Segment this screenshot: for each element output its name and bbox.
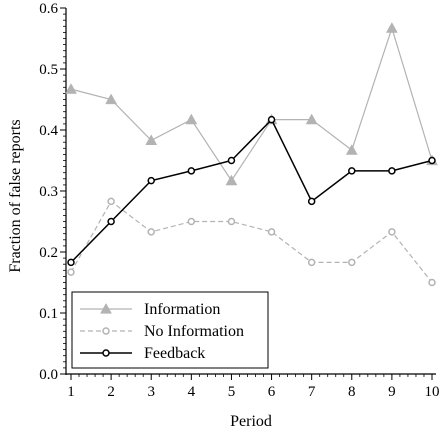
data-point	[348, 167, 356, 175]
series-layer	[65, 22, 438, 287]
data-point	[67, 258, 75, 267]
data-point	[105, 93, 118, 105]
data-point	[67, 268, 75, 276]
y-tick-label: 0.3	[39, 184, 58, 200]
y-tick-label: 0.4	[39, 123, 58, 139]
data-point	[345, 144, 358, 155]
y-tick-label: 0.6	[39, 1, 58, 17]
data-point	[107, 217, 115, 226]
legend-entry: Information	[80, 301, 220, 318]
x-tick-label: 6	[268, 384, 276, 400]
data-point	[147, 176, 155, 185]
x-tick-label: 5	[228, 384, 236, 400]
legend-label: Feedback	[144, 345, 205, 362]
y-axis-title: Fraction of false reports	[7, 119, 24, 272]
legend: Information No Information Feedback	[71, 291, 269, 369]
x-tick-label: 7	[308, 384, 316, 400]
legend-entry: No Information	[80, 323, 244, 340]
x-axis-title: Period	[230, 413, 272, 430]
data-point	[305, 113, 318, 125]
legend-marker	[100, 302, 112, 314]
data-point	[187, 217, 196, 226]
series-line	[70, 200, 433, 283]
series-line	[70, 26, 433, 182]
data-point	[267, 228, 276, 236]
data-point	[348, 258, 356, 267]
series-no-information	[67, 197, 436, 287]
series-line	[70, 118, 433, 263]
data-point	[227, 156, 236, 165]
y-tick-label: 0.5	[39, 62, 58, 78]
x-tick-label: 1	[67, 384, 75, 400]
data-point	[428, 156, 436, 165]
y-tick-label: 0.2	[39, 245, 58, 261]
legend-marker	[102, 327, 110, 335]
data-point	[385, 22, 398, 33]
legend-marker	[102, 349, 110, 357]
data-point	[307, 258, 316, 267]
y-tick-label: 0.0	[39, 367, 58, 383]
x-tick-label: 9	[388, 384, 396, 400]
data-point	[428, 278, 436, 287]
data-point	[225, 174, 238, 186]
x-tick-label: 4	[188, 384, 196, 400]
data-point	[187, 167, 196, 175]
y-tick-label: 0.1	[39, 306, 58, 322]
data-point	[227, 217, 236, 226]
data-point	[267, 115, 276, 124]
legend-entry: Feedback	[80, 345, 205, 362]
x-tick-label: 3	[147, 384, 155, 400]
data-point	[307, 197, 316, 206]
data-point	[145, 134, 158, 146]
x-tick-label: 10	[425, 384, 440, 400]
legend-label: No Information	[144, 323, 244, 340]
x-tick-label: 2	[107, 384, 115, 400]
data-point	[388, 228, 396, 236]
data-point	[388, 167, 396, 175]
data-point	[185, 113, 198, 125]
data-point	[107, 197, 115, 206]
series-information	[65, 22, 438, 186]
legend-label: Information	[144, 301, 220, 318]
axes: 0.0 0.1 0.2 0.3 0.4 0.5 0.6 1 2 3 4 5 6 7 8 9 10	[39, 1, 439, 400]
x-tick-label: 8	[348, 384, 356, 400]
data-point	[147, 228, 155, 236]
series-feedback	[67, 115, 436, 267]
data-point	[65, 83, 77, 94]
